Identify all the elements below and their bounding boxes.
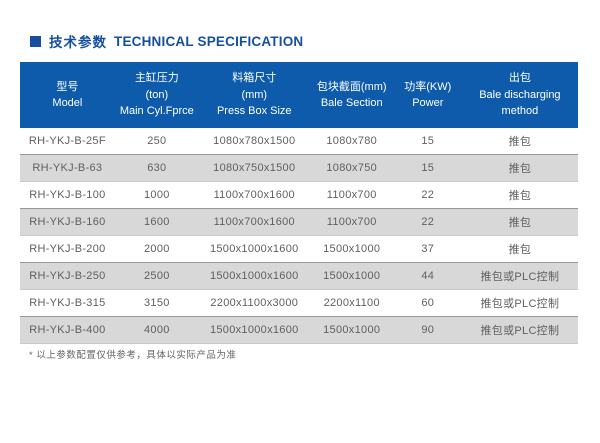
table-row: RH-YKJ-B-315 3150 2200x1100x3000 2200x1100 6… [20,289,578,317]
table-cell: 44 [393,262,462,290]
table-cell: RH-YKJ-B-200 [20,235,115,263]
table-cell: RH-YKJ-B-400 [20,316,115,344]
column-header-line: Main Cyl.Fprce [119,105,194,118]
table-row: RH-YKJ-B-250 2500 1500x1000x1600 1500x1000 4… [20,262,578,290]
column-header-line: 出包 [508,72,531,85]
column-header-line: 型号 [56,80,79,93]
table-cell: 1080x780x1500 [198,128,310,155]
table-cell: 1100x700x1600 [198,208,310,236]
table-cell: 1500x1000 [309,262,394,290]
column-header: 主缸压力 (ton) Main Cyl.Fprce [114,62,199,128]
table-cell: 1080x780 [309,128,394,155]
column-header: 功率(KW) Power [393,62,462,128]
table-cell: 3150 [114,289,199,317]
column-header-line: (ton) [145,88,169,101]
table-cell: RH-YKJ-B-250 [20,262,115,290]
table-cell: 1600 [114,208,199,236]
table-cell: 1000 [114,181,199,209]
table-row: RH-YKJ-B-100 1000 1100x700x1600 1100x700 22 推… [20,181,578,209]
table-cell: RH-YKJ-B-63 [20,154,115,182]
table-cell: 4000 [114,316,199,344]
table-cell: 60 [393,289,462,317]
table-row: RH-YKJ-B-25F 250 1080x780x1500 1080x780 15 推包 [20,128,578,155]
table-cell: 2500 [114,262,199,290]
section-title: 技术参数 TECHNICAL SPECIFICATION [30,31,303,51]
table-cell: 1500x1000 [309,235,394,263]
column-header: 料箱尺寸 (mm) Press Box Size [198,62,310,128]
table-cell: RH-YKJ-B-160 [20,208,115,236]
table-cell: 1500x1000 [309,316,394,344]
column-header-line: Press Box Size [216,105,292,118]
table-row: RH-YKJ-B-63 630 1080x750x1500 1080x750 15 推包 [20,154,578,182]
table-cell: 250 [114,128,199,155]
column-header-line: 主缸压力 [134,72,179,85]
column-header-line: 料箱尺寸 [232,72,277,85]
table-cell: 22 [393,208,462,236]
table-cell: 1100x700 [309,208,394,236]
footnote: * 以上参数配置仅供参考，具体以实际产品为准 [29,350,237,361]
table-cell: 22 [393,181,462,209]
table-cell: 1080x750x1500 [198,154,310,182]
column-header-line: 功率(KW) [404,80,452,93]
table-cell: 630 [114,154,199,182]
spec-table-body: RH-YKJ-B-25F 250 1080x780x1500 1080x780 15 推包… [20,128,578,344]
section-title-en: TECHNICAL SPECIFICATION [114,33,304,49]
column-header: 型号 Model [20,62,115,128]
table-row: RH-YKJ-B-160 1600 1100x700x1600 1100x700 22 推… [20,208,578,236]
table-cell: RH-YKJ-B-315 [20,289,115,317]
table-cell: 37 [393,235,462,263]
table-cell: 推包 [461,128,578,155]
table-cell: 推包或PLC控制 [461,262,578,290]
table-cell: 1100x700x1600 [198,181,310,209]
title-square-icon [30,35,41,47]
table-cell: 推包 [461,181,578,209]
column-header-line: Bale Section [320,97,383,109]
table-cell: 推包或PLC控制 [461,316,578,344]
spec-table: 型号 Model 主缸压力 (ton) Main Cyl.Fprce 料箱尺寸 (mm) Pr… [20,62,578,344]
table-cell: 2200x1100x3000 [198,289,310,317]
column-header-line: Model [52,97,83,109]
table-row: RH-YKJ-B-200 2000 1500x1000x1600 1500x1000 3… [20,235,578,263]
column-header-line: method [501,105,539,118]
table-cell: 1500x1000x1600 [198,316,310,344]
column-header: 出包 Bale discharging method [461,62,578,128]
column-header-line: Bale discharging [479,88,561,101]
table-cell: 1500x1000x1600 [198,235,310,263]
table-row: RH-YKJ-B-400 4000 1500x1000x1600 1500x1000 9… [20,316,578,344]
table-cell: 15 [393,128,462,155]
table-cell: 2200x1100 [309,289,394,317]
column-header-line: 包块截面(mm) [316,80,387,93]
table-cell: 2000 [114,235,199,263]
column-header: 包块截面(mm) Bale Section [309,62,394,128]
table-cell: 推包 [461,235,578,263]
table-cell: 推包 [461,154,578,182]
table-cell: 90 [393,316,462,344]
spec-table-header: 型号 Model 主缸压力 (ton) Main Cyl.Fprce 料箱尺寸 (mm) Pr… [20,62,578,128]
column-header-line: (mm) [241,88,268,101]
column-header-line: Power [412,97,444,109]
table-cell: RH-YKJ-B-25F [20,128,115,155]
table-cell: 15 [393,154,462,182]
table-cell: 1100x700 [309,181,394,209]
section-title-zh: 技术参数 [49,35,107,50]
header-row: 型号 Model 主缸压力 (ton) Main Cyl.Fprce 料箱尺寸 (mm) Pr… [20,62,578,128]
table-cell: 推包或PLC控制 [461,289,578,317]
table-cell: 1500x1000x1600 [198,262,310,290]
table-cell: RH-YKJ-B-100 [20,181,115,209]
table-cell: 推包 [461,208,578,236]
table-cell: 1080x750 [309,154,394,182]
